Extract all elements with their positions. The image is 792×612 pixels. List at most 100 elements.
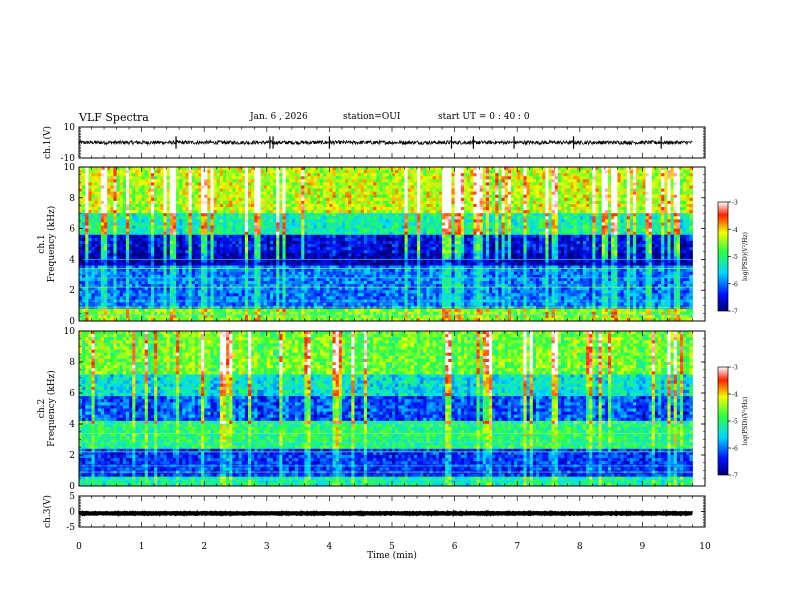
s1-cell — [232, 207, 236, 211]
s1-cell — [194, 176, 199, 180]
s1-cell — [354, 188, 358, 193]
s1-cell — [241, 210, 246, 214]
s1-cell — [285, 191, 290, 196]
s1-cell — [135, 222, 139, 226]
s1-cell — [642, 222, 646, 226]
s1-cell — [157, 231, 161, 236]
s1-cell — [382, 182, 387, 186]
s1-cell — [304, 191, 308, 196]
s1-cell — [510, 203, 515, 208]
s1-cell — [273, 167, 277, 171]
s1-cell — [429, 219, 434, 223]
s1-cell — [492, 219, 496, 223]
s1-cell — [313, 203, 318, 208]
s1-cell — [636, 216, 640, 220]
s1-cell — [492, 176, 496, 180]
s1-cell — [219, 173, 224, 177]
s1-cell — [629, 197, 634, 202]
s1-cell — [501, 191, 506, 196]
s1-cell — [564, 231, 568, 236]
s1-cell — [654, 222, 659, 226]
s1-cell — [382, 216, 387, 220]
s1-cell — [91, 222, 96, 226]
s1-cell — [473, 197, 477, 202]
s1-cell — [504, 213, 509, 217]
s1-cell — [689, 225, 693, 229]
s1-cell — [354, 197, 358, 202]
s1-cell — [529, 213, 534, 217]
s1-cell — [157, 234, 161, 239]
s1-cell — [113, 170, 117, 174]
s1-cell — [291, 244, 296, 248]
s1-cell — [514, 191, 518, 196]
s1-cell — [147, 210, 152, 214]
s1-cell — [294, 185, 299, 189]
s1-cell — [104, 176, 108, 180]
s1-cell — [326, 173, 330, 177]
s1-cell — [197, 179, 202, 183]
s1-cell — [554, 200, 559, 205]
s1-cell — [485, 200, 490, 205]
s1-cell — [263, 210, 268, 214]
s1-cell — [172, 244, 177, 248]
s1-cell — [157, 213, 161, 217]
s1-cell — [676, 194, 681, 199]
s1-cell — [420, 222, 424, 226]
s1-cell — [523, 222, 527, 226]
s1-cell — [141, 237, 146, 242]
s1-cell — [442, 240, 446, 245]
s1-cell — [392, 182, 396, 186]
s1-cell — [410, 228, 415, 233]
s1-cell — [504, 179, 509, 183]
s1-cell — [360, 182, 365, 186]
s1-cell — [517, 216, 521, 220]
s1-cell — [357, 219, 362, 223]
s1-cell — [667, 182, 671, 186]
s1-cell — [629, 173, 634, 177]
s1-cell — [251, 167, 255, 171]
s1-cell — [413, 240, 418, 245]
s1-cell — [310, 225, 315, 229]
s1-cell — [248, 200, 252, 205]
s1-cell — [404, 185, 409, 189]
s1-cell — [185, 225, 189, 229]
s1-cell — [639, 179, 643, 183]
s1-cell — [614, 191, 618, 196]
s1-cell — [104, 237, 108, 242]
s1-cell — [172, 179, 177, 183]
s1-cell — [251, 210, 255, 214]
s1-cell — [79, 182, 83, 186]
s1-cell — [683, 213, 687, 217]
s1-cell — [254, 191, 258, 196]
s1-cell — [507, 240, 512, 245]
s1-cell — [510, 197, 515, 202]
s1-cell — [417, 228, 421, 233]
s1-cell — [417, 237, 421, 242]
s1-cell — [373, 194, 377, 199]
s1-cell — [179, 188, 183, 193]
s1-cell — [116, 225, 121, 229]
s1-cell — [222, 210, 227, 214]
s1-cell — [370, 167, 374, 171]
s1-cell — [670, 191, 675, 196]
s1-cell — [676, 200, 681, 205]
s1-cell — [122, 207, 127, 211]
s1-cell — [185, 240, 189, 245]
s1-cell — [579, 185, 584, 189]
s1-cell — [341, 188, 346, 193]
s1-cell — [623, 200, 628, 205]
s1-cell — [201, 219, 205, 223]
s1-cell — [404, 207, 409, 211]
s1-cell — [166, 182, 171, 186]
s1-cell — [326, 191, 330, 196]
s1-cell — [332, 173, 337, 177]
s1-cell — [561, 176, 565, 180]
s1-cell — [689, 203, 693, 208]
s1-cell — [100, 228, 105, 233]
s1-cell — [435, 191, 440, 196]
s1-cell — [564, 240, 568, 245]
s1-cell — [420, 182, 424, 186]
s1-cell — [495, 188, 499, 193]
s1-cell — [482, 207, 487, 211]
s1-cell — [595, 234, 599, 239]
